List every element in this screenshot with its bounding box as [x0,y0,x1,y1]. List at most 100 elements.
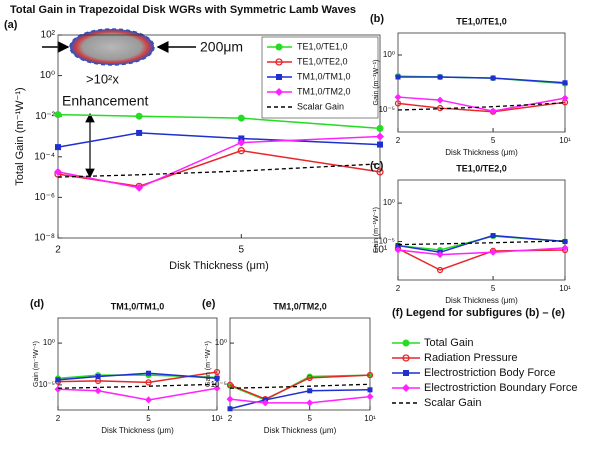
x-tick-label: 5 [307,414,312,423]
panel-label: (c) [370,160,384,172]
marker [490,75,496,81]
x-axis-label: Disk Thickness (μm) [169,260,269,272]
marker [367,387,373,393]
marker [275,43,283,51]
marker [261,399,269,407]
panel-title: TM1,0/TM2,0 [273,301,327,311]
marker [275,88,283,96]
series-line [57,132,381,148]
marker [214,375,220,381]
marker [135,112,143,120]
series-line [397,240,566,246]
marker [376,132,384,141]
x-tick-label: 10¹ [364,414,376,423]
series-line [397,247,566,271]
series-line [57,372,218,381]
legend-title: (f) Legend for subfigures (b) – (e) [392,307,565,319]
marker [145,379,152,386]
marker [394,93,402,101]
marker [95,374,101,380]
series-line [57,135,381,189]
marker [402,384,410,392]
marker [54,111,62,119]
series-line [397,234,566,254]
legend-label: TM1,0/TM2,0 [297,86,351,96]
series-line [57,387,218,401]
series-line [229,383,371,389]
x-tick-label: 2 [396,284,401,293]
figure-title: Total Gain in Trapezoidal Disk WGRs with… [10,4,356,16]
y-tick-label: 10⁻⁵ [39,380,55,389]
marker [394,100,402,107]
panel-label: (d) [30,298,44,310]
series-line [57,371,218,384]
series-line [397,247,566,256]
series-line [397,235,566,251]
x-axis-label: Disk Thickness (μm) [264,426,337,435]
marker [238,135,245,142]
marker [366,371,374,379]
marker [489,107,497,115]
marker [136,129,143,136]
y-tick-label: 10⁻⁸ [34,233,55,244]
marker [275,58,283,66]
legend-label: TM1,0/TM1,0 [297,71,351,81]
x-tick-label: 10¹ [211,414,223,423]
marker [490,233,496,239]
marker [55,144,61,151]
marker [403,370,409,376]
y-tick-label: 10⁻⁵ [211,380,227,389]
x-tick-label: 2 [56,414,61,423]
marker [226,381,234,389]
plot-frame [229,317,371,411]
y-tick-label: 10⁻⁵ [379,105,395,114]
marker [436,266,444,274]
series-line [229,395,371,404]
x-axis-label: Disk Thickness (μm) [445,296,518,305]
series-line [397,101,566,113]
x-tick-label: 5 [491,136,496,145]
series-line [229,374,371,400]
marker [395,243,401,249]
x-tick-label: 2 [55,245,61,256]
y-tick-label: 10⁰ [40,70,55,81]
legend-label: Scalar Gain [424,397,481,409]
marker [306,399,314,407]
series-line [397,102,566,111]
legend-label: Electrostriction Body Force [424,367,555,379]
marker [376,124,384,132]
marker [55,377,61,383]
marker [94,387,102,395]
legend-label: Radiation Pressure [424,352,518,364]
marker [307,388,313,394]
y-axis-label: Gain (m⁻¹W⁻¹) [373,207,380,253]
annotation: >10²x [86,71,119,86]
x-tick-label: 5 [146,414,151,423]
panel-title: TE1,0/TE2,0 [456,163,507,173]
disk-image [69,28,155,66]
marker [395,74,401,80]
marker [436,96,444,104]
series-line [229,389,371,410]
plot-frame [397,179,566,281]
x-axis-label: Disk Thickness (μm) [445,148,518,157]
marker [436,251,444,259]
marker [145,396,153,404]
marker [437,74,443,80]
legend-label: Total Gain [424,337,474,349]
y-axis-label: Gain (m⁻¹W⁻¹) [373,60,380,106]
legend-label: Electrostriction Boundary Force [424,382,577,394]
y-axis-label: Total Gain (m⁻¹W⁻¹) [14,87,26,185]
marker [376,168,384,176]
x-tick-label: 10¹ [559,136,571,145]
plot-frame [57,317,218,411]
series-line [57,383,218,389]
plot-frame [397,32,566,133]
marker [402,339,410,347]
y-tick-label: 10⁻⁶ [34,192,55,203]
panel-label: (b) [370,13,384,25]
y-tick-label: 10⁰ [383,198,395,207]
marker [213,368,221,376]
legend-label: Scalar Gain [297,101,344,111]
x-tick-label: 2 [228,414,233,423]
